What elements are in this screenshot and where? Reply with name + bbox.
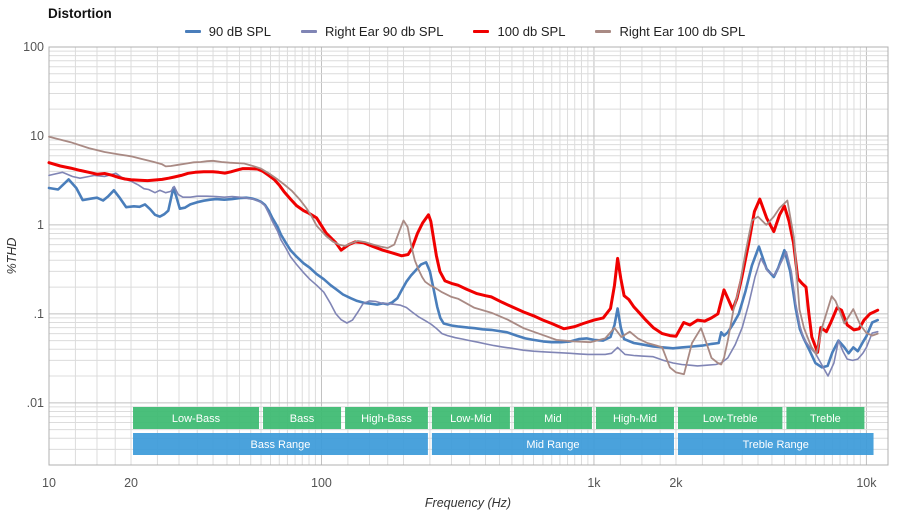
legend-label: Right Ear 100 db SPL xyxy=(619,24,746,39)
band-label: Treble xyxy=(810,413,841,425)
band-segment-bass[interactable] xyxy=(263,407,342,429)
band-range-treble-range[interactable] xyxy=(677,433,874,455)
band-label: Low-Mid xyxy=(450,413,492,425)
series-line-right-ear-90-db-spl[interactable] xyxy=(48,171,879,377)
band-segment-high-mid[interactable] xyxy=(595,407,674,429)
chart-title: Distortion xyxy=(48,6,112,21)
legend-swatch xyxy=(595,30,612,33)
legend-swatch xyxy=(184,30,201,33)
y-tick-label: .01 xyxy=(27,396,44,410)
series-line-right-ear-100-db-spl[interactable] xyxy=(48,135,879,376)
y-axis-title: %THD xyxy=(5,238,19,275)
band-label: High-Mid xyxy=(613,413,657,425)
x-tick-label: 10 xyxy=(42,476,56,490)
band-segment-mid[interactable] xyxy=(513,407,592,429)
band-segment-high-bass[interactable] xyxy=(345,407,428,429)
band-label: Low-Bass xyxy=(172,413,221,425)
band-range-bass-range[interactable] xyxy=(133,433,428,455)
band-segment-treble[interactable] xyxy=(786,407,865,429)
legend: 90 dB SPL Right Ear 90 db SPL 100 db SPL Ri… xyxy=(0,24,900,39)
x-tick-label: 20 xyxy=(124,476,138,490)
x-tick-label: 1k xyxy=(587,476,601,490)
legend-label: Right Ear 90 db SPL xyxy=(324,24,444,39)
y-tick-label: .1 xyxy=(34,307,44,321)
band-label: Low-Treble xyxy=(703,413,758,425)
legend-item-100-db-spl[interactable]: 100 db SPL xyxy=(473,24,565,39)
band-label: High-Bass xyxy=(361,413,412,425)
legend-swatch xyxy=(300,30,317,33)
series-line-100-db-spl[interactable] xyxy=(47,161,880,354)
band-range-mid-range[interactable] xyxy=(431,433,674,455)
y-tick-label: 10 xyxy=(30,129,44,143)
legend-item-right-ear-100-db-spl[interactable]: Right Ear 100 db SPL xyxy=(595,24,745,39)
band-label: Mid Range xyxy=(526,439,579,451)
legend-label: 90 dB SPL xyxy=(208,24,271,39)
legend-item-right-ear-90-db-spl[interactable]: Right Ear 90 db SPL xyxy=(300,24,444,39)
series-curves xyxy=(47,135,880,377)
band-label: Bass xyxy=(290,413,315,425)
band-label: Mid xyxy=(544,413,562,425)
band-segment-low-bass[interactable] xyxy=(133,407,260,429)
legend-item-90-db-spl[interactable]: 90 dB SPL xyxy=(184,24,271,39)
x-tick-label: 10k xyxy=(856,476,877,490)
y-tick-label: 1 xyxy=(37,218,44,232)
legend-label: 100 db SPL xyxy=(497,24,566,39)
frequency-bands: Low-Bass Bass High-Bass Low-Mid Mid High-Mid L… xyxy=(133,407,874,455)
band-label: Bass Range xyxy=(250,439,310,451)
x-tick-label: 100 xyxy=(311,476,332,490)
band-segment-low-mid[interactable] xyxy=(431,407,510,429)
y-tick-label: 100 xyxy=(23,40,44,54)
plot-border xyxy=(48,46,889,466)
tick-labels: 10 20 100 1k 2k 10k 100 10 1 .1 .01 xyxy=(23,40,877,490)
x-axis-title: Frequency (Hz) xyxy=(425,496,511,510)
series-line-90-db-spl[interactable] xyxy=(47,178,879,369)
x-tick-label: 2k xyxy=(669,476,683,490)
band-label: Treble Range xyxy=(743,439,809,451)
legend-swatch xyxy=(473,30,490,33)
band-segment-low-treble[interactable] xyxy=(677,407,783,429)
